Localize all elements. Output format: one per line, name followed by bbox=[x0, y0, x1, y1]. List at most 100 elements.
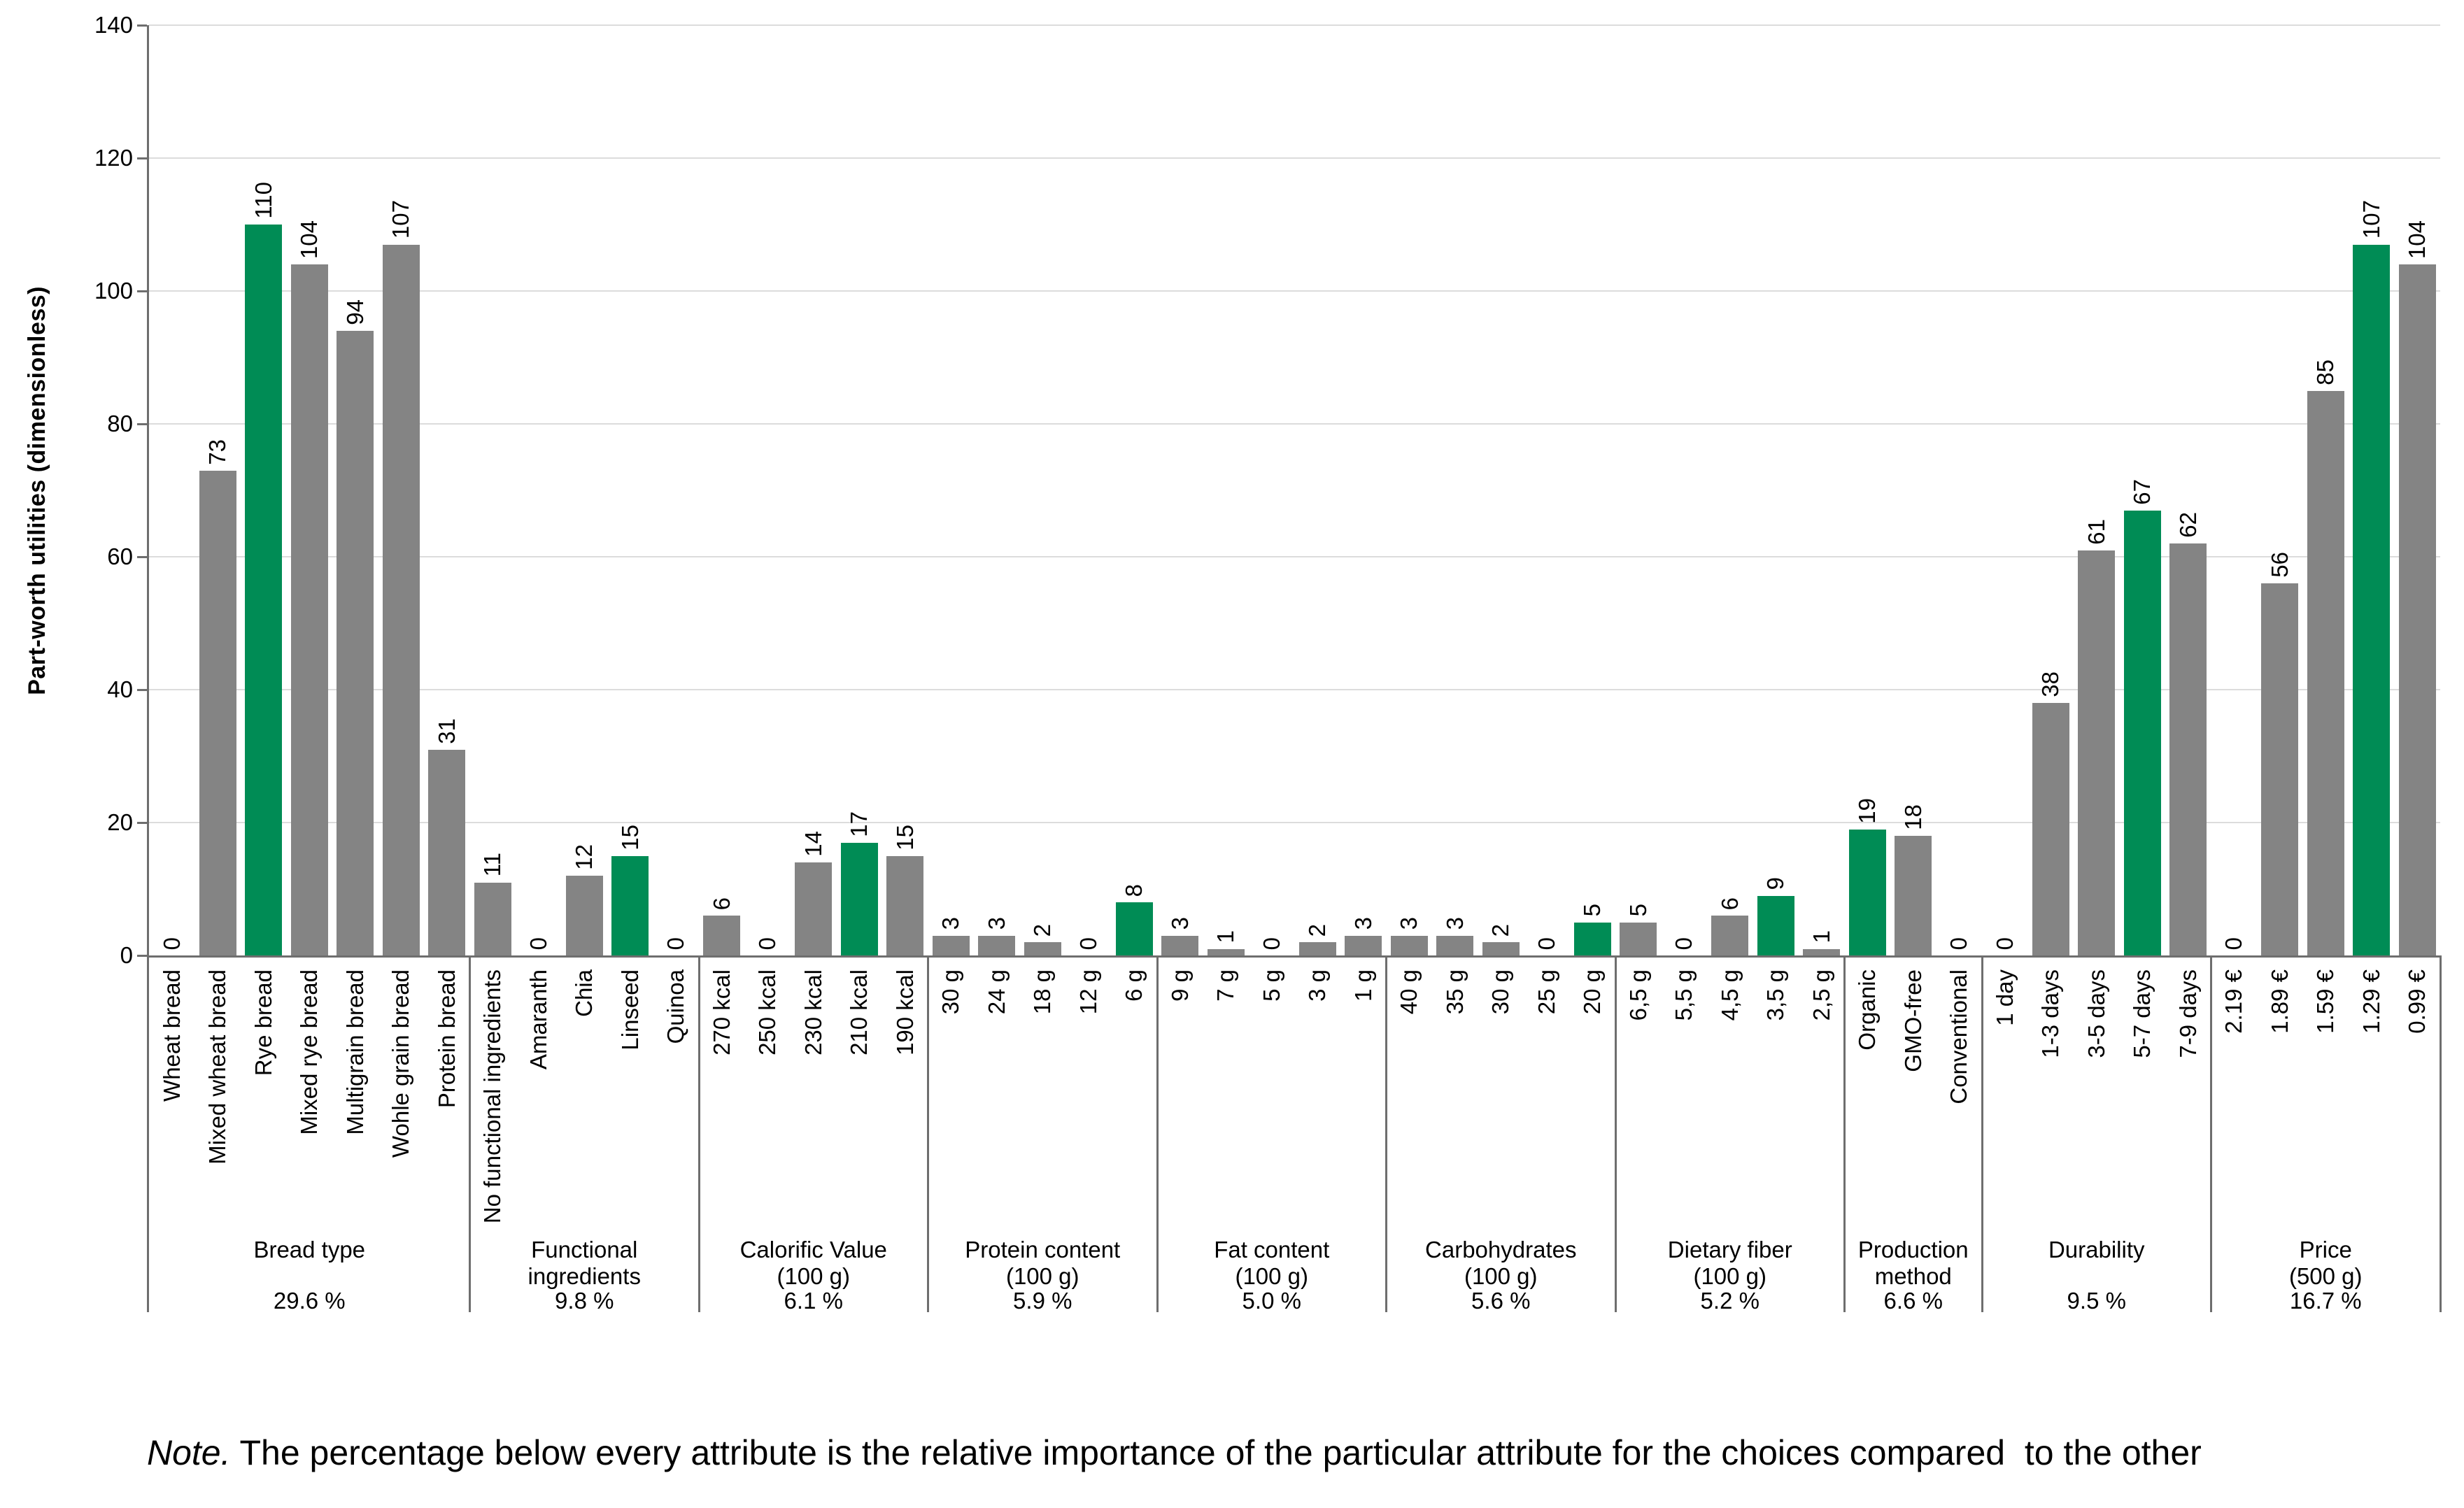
category-label: 30 g bbox=[937, 969, 964, 1015]
bar-value-label: 2 bbox=[1304, 923, 1331, 937]
group-label: Price (500 g) bbox=[2288, 1237, 2363, 1289]
group-importance: 9.8 % bbox=[555, 1288, 614, 1314]
bar bbox=[2169, 543, 2207, 955]
bar bbox=[382, 244, 420, 955]
bar-value-label: 0 bbox=[1991, 937, 2018, 950]
group-importance: 5.2 % bbox=[1700, 1288, 1760, 1314]
bar bbox=[1803, 948, 1841, 955]
tick-mark bbox=[137, 24, 147, 27]
y-tick-label: 20 bbox=[107, 809, 133, 835]
tick-mark bbox=[137, 822, 147, 824]
gridline bbox=[149, 290, 2440, 292]
bar bbox=[932, 935, 970, 955]
bar bbox=[2123, 510, 2161, 955]
category-label: Chia bbox=[571, 969, 597, 1017]
note-prefix: Note. bbox=[147, 1433, 231, 1472]
group-label: Fat content (100 g) bbox=[1214, 1237, 1330, 1289]
bar bbox=[1573, 922, 1611, 955]
bar bbox=[2078, 550, 2116, 955]
tick-mark bbox=[137, 556, 147, 558]
bar-value-label: 61 bbox=[2083, 518, 2109, 545]
group-label: Bread type bbox=[253, 1237, 366, 1262]
bar bbox=[703, 916, 741, 955]
gridline bbox=[149, 689, 2440, 690]
category-label: 5-7 days bbox=[2129, 969, 2155, 1058]
category-label: 2,5 g bbox=[1808, 969, 1834, 1021]
category-label: 210 kcal bbox=[846, 969, 872, 1055]
category-label: Conventional bbox=[1946, 969, 1972, 1104]
category-label: 250 kcal bbox=[754, 969, 781, 1055]
category-label: 1.29 € bbox=[2358, 969, 2384, 1034]
bar-value-label: 0 bbox=[1258, 937, 1284, 950]
bar bbox=[1895, 836, 1932, 955]
bar-value-label: 3 bbox=[1350, 917, 1376, 930]
bar-value-label: 62 bbox=[2174, 512, 2201, 538]
category-label: 4,5 g bbox=[1716, 969, 1743, 1021]
bar-value-label: 0 bbox=[1946, 937, 1972, 950]
group-separator bbox=[469, 955, 471, 1312]
category-label: 6 g bbox=[1121, 969, 1147, 1002]
bar-value-label: 0 bbox=[2221, 937, 2247, 950]
bar bbox=[565, 876, 603, 955]
group-label: Protein content (100 g) bbox=[965, 1237, 1121, 1289]
category-label: 12 g bbox=[1075, 969, 1101, 1015]
tick-mark bbox=[137, 290, 147, 292]
bar bbox=[199, 470, 236, 955]
bar-value-label: 1 bbox=[1808, 930, 1834, 944]
bar-value-label: 67 bbox=[2129, 478, 2155, 505]
bar-value-label: 0 bbox=[1533, 937, 1559, 950]
category-label: 5,5 g bbox=[1671, 969, 1697, 1021]
group-separator bbox=[927, 955, 929, 1312]
category-label: 3,5 g bbox=[1762, 969, 1789, 1021]
category-label: 1 day bbox=[1991, 969, 2018, 1026]
y-tick-label: 60 bbox=[107, 543, 133, 569]
group-separator bbox=[1981, 955, 1983, 1312]
group-importance: 16.7 % bbox=[2289, 1288, 2362, 1314]
gridline bbox=[149, 556, 2440, 557]
bar-value-label: 3 bbox=[983, 917, 1010, 930]
category-label: 190 kcal bbox=[891, 969, 918, 1055]
bar bbox=[1848, 829, 1886, 955]
group-separator bbox=[2439, 955, 2442, 1312]
tick-mark bbox=[137, 157, 147, 159]
group-importance: 6.1 % bbox=[784, 1288, 843, 1314]
group-label: Carbohydrates (100 g) bbox=[1425, 1237, 1577, 1289]
category-label: Wheat bread bbox=[158, 969, 185, 1102]
bar-value-label: 6 bbox=[1716, 897, 1743, 910]
category-label: Linseed bbox=[616, 969, 643, 1051]
bar-value-label: 0 bbox=[754, 937, 781, 950]
bar-value-label: 104 bbox=[296, 220, 323, 259]
bar-value-label: 3 bbox=[1396, 917, 1422, 930]
bar bbox=[886, 855, 924, 955]
bar-value-label: 2 bbox=[1487, 923, 1514, 937]
category-label: 0.99 € bbox=[2404, 969, 2430, 1034]
category-label: Mixed rye bread bbox=[296, 969, 323, 1135]
group-separator bbox=[2210, 955, 2212, 1312]
bar-value-label: 19 bbox=[1854, 797, 1881, 824]
bar-value-label: 15 bbox=[616, 824, 643, 851]
category-label: 9 g bbox=[1166, 969, 1193, 1002]
tick-mark bbox=[137, 423, 147, 425]
category-label: 230 kcal bbox=[800, 969, 826, 1055]
bar bbox=[337, 331, 374, 955]
bar-value-label: 8 bbox=[1121, 883, 1147, 897]
bar bbox=[795, 862, 833, 955]
category-label: 5 g bbox=[1258, 969, 1284, 1002]
category-label: Mixed wheat bread bbox=[204, 969, 231, 1165]
category-label: 7-9 days bbox=[2174, 969, 2201, 1058]
bar-value-label: 38 bbox=[2037, 671, 2064, 697]
bar-value-label: 5 bbox=[1624, 904, 1651, 917]
y-tick-label: 0 bbox=[120, 942, 133, 968]
bar bbox=[474, 882, 511, 955]
bar bbox=[245, 225, 283, 955]
category-label: 1.59 € bbox=[2312, 969, 2339, 1034]
group-label: Dietary fiber (100 g) bbox=[1667, 1237, 1792, 1289]
bar-value-label: 3 bbox=[937, 917, 964, 930]
y-tick-label: 80 bbox=[107, 411, 133, 436]
gridline bbox=[149, 423, 2440, 425]
category-label: 270 kcal bbox=[708, 969, 735, 1055]
bar-value-label: 6 bbox=[708, 897, 735, 910]
group-label: Calorific Value (100 g) bbox=[739, 1237, 887, 1289]
category-label: 24 g bbox=[983, 969, 1010, 1015]
